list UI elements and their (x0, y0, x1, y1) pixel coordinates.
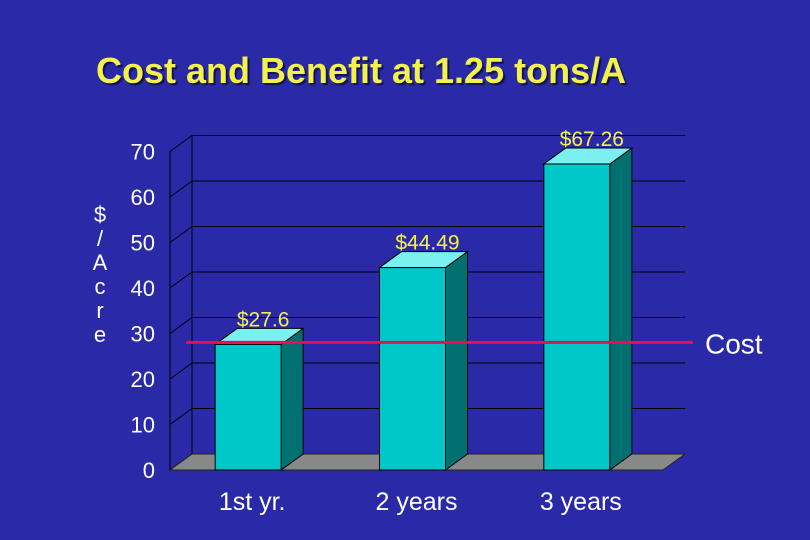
gridline-side (169, 180, 193, 198)
data-label: $27.6 (237, 308, 290, 331)
y-tick-label: 10 (131, 413, 155, 438)
y-axis-label-char: c (94, 274, 106, 299)
gridline-side (169, 226, 193, 243)
data-label: $44.49 (395, 232, 459, 255)
y-tick-label: 0 (143, 458, 155, 483)
y-tick-label: 20 (131, 367, 155, 392)
gridline-side (169, 362, 193, 380)
y-tick-label: 50 (131, 231, 155, 256)
bar-side (280, 327, 304, 471)
x-tick-label: 2 years (376, 488, 458, 516)
y-axis-label-char: e (93, 322, 107, 347)
gridline-side (169, 317, 193, 334)
cost-line-label: Cost (705, 328, 763, 359)
y-tick-label: 60 (131, 185, 155, 210)
y-axis-label-char: $ (93, 202, 107, 227)
y-axis-label-char: / (96, 226, 104, 251)
y-tick-label: 30 (131, 322, 155, 347)
x-tick-label: 3 years (540, 488, 622, 516)
gridline-side (169, 408, 193, 425)
bar (543, 163, 611, 471)
y-tick-label: 40 (131, 276, 155, 301)
gridline-side (169, 271, 193, 289)
bar-side (445, 250, 468, 471)
y-axis-label-char: A (92, 250, 108, 275)
data-label: $67.26 (560, 128, 624, 151)
bar-side (609, 146, 633, 471)
y-axis-label-char: r (96, 298, 104, 323)
bar (214, 343, 282, 471)
bar (379, 267, 446, 471)
gridline-side (169, 135, 193, 152)
chart-title: Cost and Benefit at 1.25 tons/A (96, 50, 627, 91)
y-tick-label: 70 (131, 140, 155, 165)
y-axis-label: $ / A c r e (88, 203, 112, 347)
x-tick-label: 1st yr. (219, 488, 286, 516)
